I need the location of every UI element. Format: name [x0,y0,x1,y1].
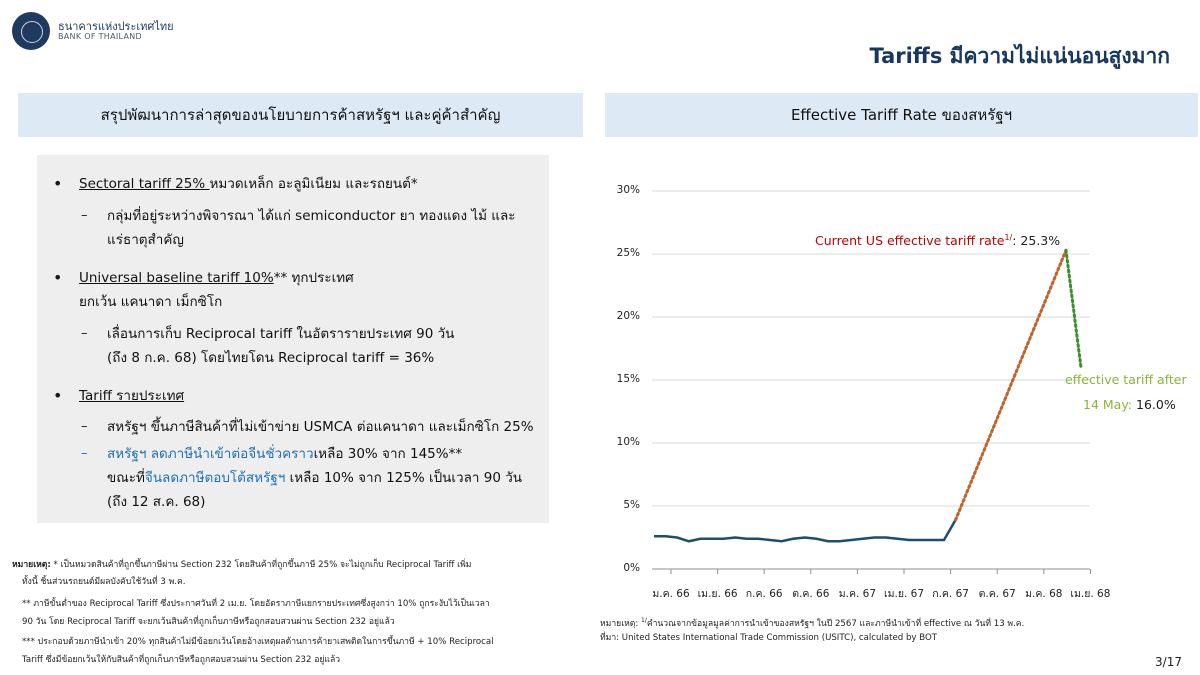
sub-country-china-line2: ขณะที่จีนลดภาษีตอบโต้สหรัฐฯ เหลือ 10% จา… [107,466,522,491]
x-tick-label: ม.ค. 66 [652,588,690,600]
x-tick-label: ม.ค. 68 [1025,588,1063,600]
x-tick-label: เม.ย. 68 [1070,588,1111,600]
page-title: Tariffs มีความไม่แน่นอนสูงมาก [869,44,1170,68]
right-panel-title: Effective Tariff Rate ของสหรัฐฯ [605,93,1198,137]
bullet-sectoral-tariff: Sectoral tariff 25% หมวดเหล็ก อะลูมิเนีย… [79,172,418,197]
dash-icon: – [81,326,88,341]
bullet-universal-line2: ยกเว้น แคนาดา เม็กซิโก [79,294,223,310]
bank-name-thai: ธนาคารแห่งประเทศไทย [58,20,174,33]
dash-icon: – [81,446,88,461]
right-note-label: หมายเหตุ: [600,618,642,629]
bullet-icon: • [53,268,63,287]
right-note-sup: 1/ [641,617,647,624]
dash-icon: – [81,208,88,223]
sub-country-china-line2-a: ขณะที่ [107,470,145,486]
series-line-historical [654,519,957,543]
sub-universal-line1: เลื่อนการเก็บ Reciprocal tariff ในอัตราร… [107,326,455,342]
left-note-line3: ** ภาษีขั้นต่ำของ Reciprocal Tariff ซึ่ง… [22,599,490,609]
y-tick-label: 15% [616,373,640,385]
sub-sectoral-line1: กลุ่มที่อยู่ระหว่างพิจารณา ได้แก่ semico… [107,208,516,224]
x-tick-label: ก.ค. 67 [932,588,969,600]
current-rate-value: : 25.3% [1012,233,1061,249]
current-rate-sup: 1/ [1004,233,1013,242]
right-note-line1: หมายเหตุ: 1/คำนวณจากข้อมูลมูลค่าการนำเข้… [600,612,1024,633]
y-tick-label: 25% [616,247,640,259]
sub-country-china-line1: สหรัฐฯ ลดภาษีนำเข้าต่อจีนชั่วคราวเหลือ 3… [107,442,462,467]
x-tick-label: เม.ย. 67 [883,588,925,600]
sub-sectoral-line2: แร่ธาตุสำคัญ [107,232,184,248]
left-note-line6: Tariff ซึ่งมีข้อยกเว้นให้กับสินค้าที่ถูก… [22,655,341,665]
sub-country-china-line3: (ถึง 12 ส.ค. 68) [107,494,206,510]
y-tick-label: 30% [616,184,640,196]
bullet-icon: • [53,174,63,193]
current-rate-label: Current US effective tariff rate [815,233,1005,249]
sub-country-china-line2-highlight: จีนลดภาษีตอบโต้สหรัฐฯ [144,470,286,486]
y-tick-label: 20% [616,310,640,322]
y-tick-label: 10% [616,436,640,448]
series-line-after-may [1064,248,1083,369]
x-tick-label: ก.ค. 66 [745,588,783,600]
after-rate-date: 14 May: [1083,397,1136,412]
right-note-source: ที่มา: United States International Trade… [600,633,937,643]
bullet-universal-tariff: Universal baseline tariff 10%** ทุกประเท… [79,266,354,291]
sub-universal-line2: (ถึง 8 ก.ค. 68) โดยไทยโดน Reciprocal tar… [107,350,435,366]
page-number: 3/17 [1155,655,1182,669]
x-tick-label: เม.ย. 66 [697,588,738,600]
x-tick-label: ต.ค. 66 [792,588,830,600]
after-rate-annotation-line2: 14 May: 16.0% [1083,397,1176,412]
bullet-country-tariff: Tariff รายประเทศ [79,388,185,404]
after-rate-annotation-line1: effective tariff after [1065,372,1187,387]
bullet-icon: • [53,386,63,405]
y-tick-label: 0% [623,562,640,574]
sub-country-china-line2-b: เหลือ 10% จาก 125% เป็นเวลา 90 วัน [285,470,523,486]
after-rate-value: 16.0% [1136,397,1176,412]
x-tick-label: ต.ค. 67 [978,588,1016,600]
note-label: หมายเหตุ: [12,560,51,570]
left-note-line5: *** ประกอบด้วยภาษีนำเข้า 20% ทุกสินค้าไม… [22,637,494,647]
left-panel-title: สรุปพัฒนาการล่าสุดของนโยบายการค้าสหรัฐฯ … [18,93,583,137]
note-line1-text: * เป็นหมวดสินค้าที่ถูกขึ้นภาษีผ่าน Secti… [50,560,472,570]
bullet-sectoral-underlined: Sectoral tariff 25% [79,176,210,192]
bullet-sectoral-text: หมวดเหล็ก อะลูมิเนียม และรถยนต์* [209,176,418,192]
left-note-line1: หมายเหตุ: * เป็นหมวดสินค้าที่ถูกขึ้นภาษี… [12,557,471,574]
sub-country-china-rest: เหลือ 30% จาก 145%** [313,446,463,462]
policy-summary-box: • Sectoral tariff 25% หมวดเหล็ก อะลูมิเน… [37,155,549,523]
left-note-line4: 90 วัน โดย Reciprocal Tariff จะยกเว้นสิน… [22,617,395,627]
sub-country-usmca: สหรัฐฯ ขึ้นภาษีสินค้าที่ไม่เข้าข่าย USMC… [107,419,534,435]
x-tick-label: ม.ค. 67 [838,588,877,600]
series-line-current-jump [954,248,1068,522]
bullet-universal-underlined: Universal baseline tariff 10% [79,270,274,286]
right-note-text: คำนวณจากข้อมูลมูลค่าการนำเข้าของสหรัฐฯ ใ… [646,618,1025,629]
y-tick-label: 5% [623,499,640,511]
left-note-line2: ทั้งนี้ ชิ้นส่วนรถยนต์มีผลบังคับใช้วันที… [22,577,186,587]
bank-logo-icon [12,12,50,50]
bank-name-english: BANK OF THAILAND [58,32,142,41]
sub-country-china-highlight: สหรัฐฯ ลดภาษีนำเข้าต่อจีนชั่วคราว [107,446,314,462]
current-rate-annotation: Current US effective tariff rate1/: 25.3… [815,233,1060,248]
dash-icon: – [81,419,88,434]
bullet-universal-text: ** ทุกประเทศ [273,270,354,286]
